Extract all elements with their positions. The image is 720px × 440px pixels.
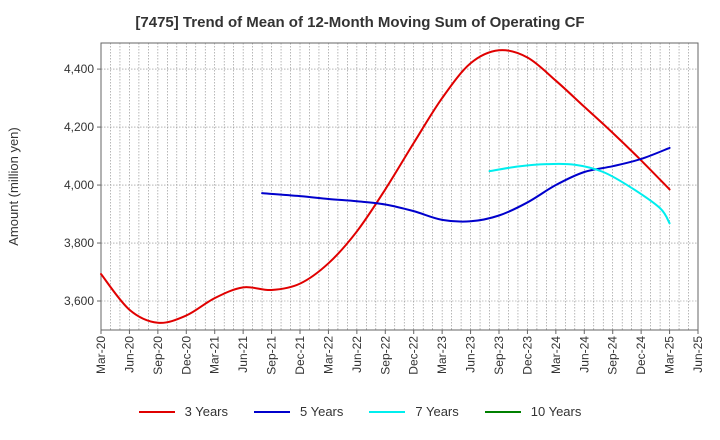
x-tick-label: Jun-22 xyxy=(350,336,364,373)
legend-swatch xyxy=(369,410,406,413)
x-tick-label: Dec-24 xyxy=(634,336,648,375)
x-tick-label: Sep-20 xyxy=(151,336,165,375)
x-tick-label: Mar-25 xyxy=(663,336,677,374)
legend-item-7-years: 7 Years xyxy=(369,404,459,419)
x-tick-label: Mar-24 xyxy=(549,336,563,374)
x-tick-label: Jun-21 xyxy=(236,336,250,373)
x-tick-label: Dec-20 xyxy=(179,336,193,375)
legend: 3 Years 5 Years 7 Years 10 Years xyxy=(0,404,720,419)
y-tick-label: 3,600 xyxy=(64,294,94,308)
y-tick-label: 4,000 xyxy=(64,178,94,192)
x-tick-label: Mar-21 xyxy=(208,336,222,374)
series-line-3-years xyxy=(100,49,671,324)
x-tick-label: Dec-21 xyxy=(293,336,307,375)
y-tick-label: 4,200 xyxy=(64,120,94,134)
x-tick-label: Mar-23 xyxy=(435,336,449,374)
x-tick-label: Sep-24 xyxy=(606,336,620,375)
legend-label: 5 Years xyxy=(300,404,344,419)
legend-label: 10 Years xyxy=(530,404,582,419)
series-line-7-years xyxy=(488,162,671,225)
x-tick-label: Sep-23 xyxy=(492,336,506,375)
legend-swatch xyxy=(254,410,290,413)
x-tick-label: Dec-23 xyxy=(520,336,534,375)
x-tick-label: Mar-20 xyxy=(94,336,108,374)
x-tick-label: Dec-22 xyxy=(407,336,421,375)
legend-swatch xyxy=(484,410,521,413)
x-tick-label: Sep-22 xyxy=(378,336,392,375)
legend-swatch xyxy=(138,410,175,413)
legend-item-3-years: 3 Years xyxy=(138,404,228,419)
x-tick-label: Jun-24 xyxy=(577,336,591,373)
y-tick-label: 3,800 xyxy=(64,236,94,250)
x-tick-label: Jun-20 xyxy=(122,336,136,373)
series-line-5-years xyxy=(261,146,671,223)
x-tick-label: Sep-21 xyxy=(265,336,279,375)
legend-item-10-years: 10 Years xyxy=(484,404,582,419)
x-tick-label: Mar-22 xyxy=(321,336,335,374)
y-axis-label: Amount (million yen) xyxy=(6,127,21,246)
legend-label: 7 Years xyxy=(415,404,459,419)
x-tick-label: Jun-23 xyxy=(464,336,478,373)
x-tick-label: Jun-25 xyxy=(691,336,705,373)
plot-frame xyxy=(100,42,699,331)
chart-title: [7475] Trend of Mean of 12-Month Moving … xyxy=(135,14,585,31)
legend-item-5-years: 5 Years xyxy=(254,404,343,419)
y-tick-label: 4,400 xyxy=(64,62,94,76)
legend-label: 3 Years xyxy=(184,404,228,419)
